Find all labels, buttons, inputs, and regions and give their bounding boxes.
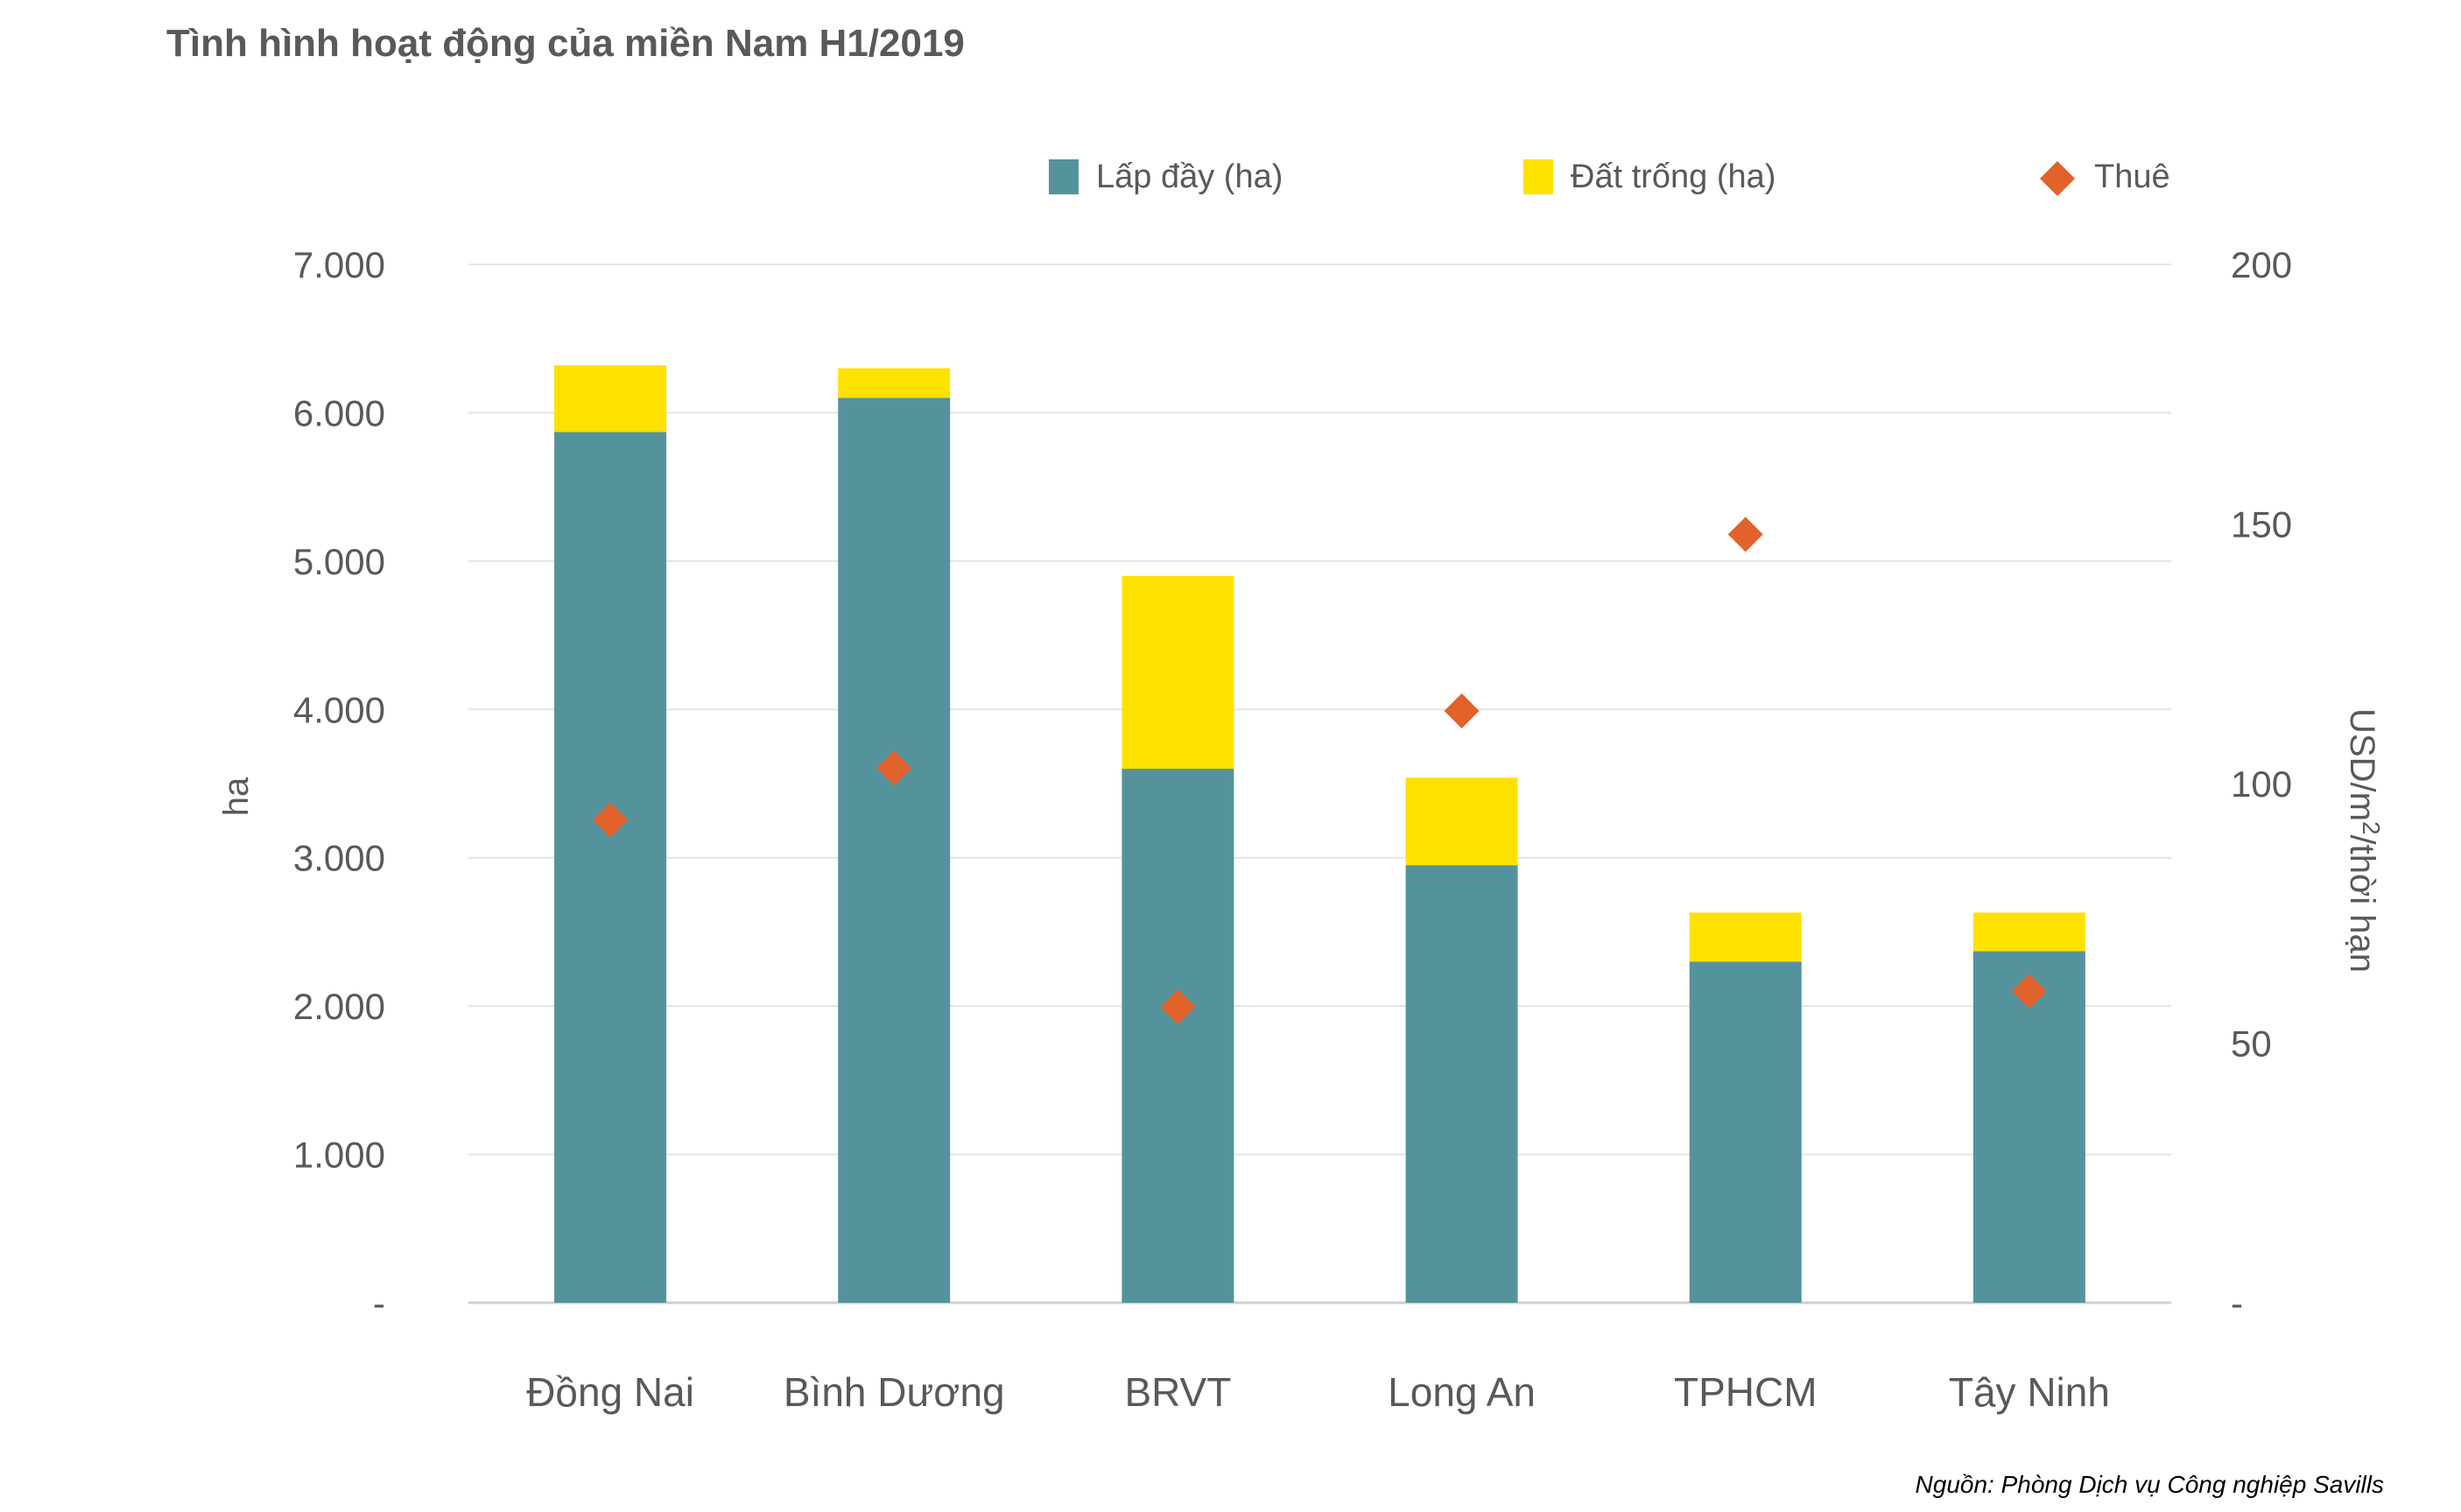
category-label-brvt: BRVT <box>1124 1369 1231 1415</box>
chart-title: Tình hình hoạt động của miền Nam H1/2019 <box>166 22 965 65</box>
marker-thue-dong-nai <box>593 802 629 838</box>
y-axis-right-title: USD/m2/thời hạn <box>2343 708 2385 973</box>
bars <box>554 365 2085 1303</box>
y2-tick-label: - <box>2231 1283 2243 1324</box>
marker-thue-tphcm <box>1727 517 1763 552</box>
bar-dat-trong-ha-long-an <box>1405 777 1518 866</box>
category-label-binh-duong: Bình Dương <box>784 1369 1005 1415</box>
bar-dat-trong-ha-brvt <box>1122 575 1234 770</box>
y-axis-right-title-rest: /thời hạn <box>2343 835 2381 973</box>
y-axis-right-title-sup: 2 <box>2358 821 2385 835</box>
y-tick-label: 3.000 <box>293 838 385 879</box>
y2-tick-label: 150 <box>2231 504 2292 545</box>
gridlines <box>468 264 2171 1305</box>
bar-dat-trong-ha-dong-nai <box>554 365 667 433</box>
y2-tick-label: 50 <box>2231 1023 2272 1065</box>
legend: Lấp đầy (ha) Đất trống (ha) Thuê <box>1049 158 2170 196</box>
y-tick-label: 4.000 <box>293 689 385 730</box>
category-label-tay-ninh: Tây Ninh <box>1949 1369 2110 1415</box>
bar-dat-trong-ha-binh-duong <box>838 368 951 398</box>
y-tick-label: - <box>373 1283 385 1324</box>
y-tick-label: 5.000 <box>293 541 385 582</box>
y-axis-left-ticks: - 1.000 2.000 3.000 4.000 5.000 6.000 7.000 <box>293 244 385 1324</box>
bar-lap-day-ha-dong-nai <box>554 432 667 1303</box>
bar-lap-day-ha-long-an <box>1405 865 1518 1303</box>
y-axis-right-title-main: USD/m <box>2343 708 2381 821</box>
legend-label-lap-day: Lấp đầy (ha) <box>1096 158 1283 195</box>
marker-thue-brvt <box>1160 988 1196 1024</box>
category-label-dong-nai: Đồng Nai <box>526 1369 694 1415</box>
bar-lap-day-ha-tay-ninh <box>1972 951 2085 1303</box>
legend-swatch-dat-trong <box>1523 159 1553 194</box>
markers <box>593 517 2047 1024</box>
bar-dat-trong-ha-tay-ninh <box>1972 912 2085 952</box>
y2-tick-label: 200 <box>2231 244 2292 285</box>
category-label-long-an: Long An <box>1388 1369 1536 1415</box>
marker-thue-long-an <box>1444 693 1480 728</box>
bar-lap-day-ha-tphcm <box>1689 961 1802 1303</box>
bar-lap-day-ha-brvt <box>1122 769 1234 1303</box>
bar-dat-trong-ha-tphcm <box>1689 912 1802 962</box>
y-axis-right-ticks: - 50 100 150 200 <box>2231 244 2292 1324</box>
category-label-tphcm: TPHCM <box>1674 1369 1818 1415</box>
legend-label-thue: Thuê <box>2094 158 2170 195</box>
y-tick-label: 6.000 <box>293 392 385 433</box>
marker-thue-binh-duong <box>876 750 912 786</box>
legend-label-dat-trong: Đất trống (ha) <box>1571 158 1775 195</box>
legend-marker-thue <box>2040 161 2075 196</box>
marker-thue-tay-ninh <box>2011 974 2047 1009</box>
y2-tick-label: 100 <box>2231 763 2292 805</box>
legend-swatch-lap-day <box>1049 159 1079 194</box>
y-tick-label: 7.000 <box>293 244 385 285</box>
bar-lap-day-ha-binh-duong <box>838 397 951 1303</box>
y-tick-label: 1.000 <box>293 1135 385 1176</box>
category-labels: Đồng Nai Bình Dương BRVT Long An TPHCM Tây Ni… <box>526 1369 2110 1415</box>
y-axis-left-title: ha <box>217 777 256 816</box>
y-tick-label: 2.000 <box>293 986 385 1027</box>
source-note: Nguồn: Phòng Dịch vụ Công nghiệp Savills <box>1916 1471 2384 1498</box>
